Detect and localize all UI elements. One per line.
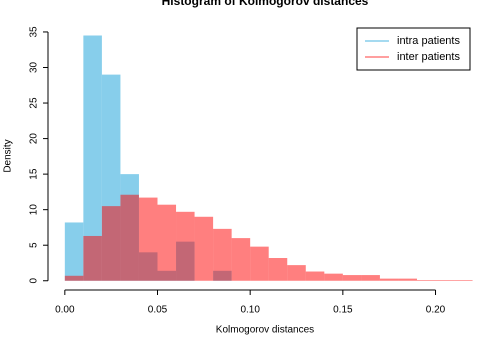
y-tick-label: 0 (29, 278, 40, 284)
bar (83, 235, 102, 281)
x-tick-label: 0.10 (240, 305, 260, 316)
y-tick-label: 35 (29, 26, 40, 38)
bar (101, 206, 121, 281)
bar (416, 280, 436, 281)
bar (324, 273, 343, 281)
x-axis-label: Kolmogorov distances (216, 325, 314, 336)
bar (435, 280, 455, 281)
bar (157, 204, 177, 281)
chart-title: Histogram of Kolmogorov distances (162, 0, 369, 8)
legend-label: inter patients (397, 51, 460, 63)
y-axis-label: Density (3, 139, 14, 172)
bar (287, 265, 306, 281)
bar (379, 278, 399, 281)
legend-label: intra patients (397, 35, 460, 47)
y-tick-label: 30 (29, 61, 40, 73)
bar (342, 275, 362, 281)
bar (120, 194, 139, 281)
bar (194, 216, 214, 281)
bar (64, 275, 84, 281)
bar (83, 35, 102, 281)
y-tick-label: 10 (29, 204, 40, 216)
x-tick-label: 0.00 (55, 305, 75, 316)
y-tick-label: 5 (29, 242, 40, 248)
bar (268, 258, 288, 281)
bar (250, 246, 269, 281)
bar (231, 238, 251, 281)
x-tick-label: 0.20 (426, 305, 446, 316)
y-tick-label: 20 (29, 133, 40, 145)
bar (138, 197, 158, 281)
y-tick-label: 15 (29, 168, 40, 180)
y-tick-label: 25 (29, 97, 40, 109)
legend-box (356, 27, 471, 71)
bar (361, 275, 380, 281)
bar (454, 280, 473, 281)
x-tick-label: 0.05 (148, 305, 168, 316)
bar (398, 278, 417, 281)
bar (305, 271, 325, 281)
x-tick-label: 0.15 (333, 305, 353, 316)
bar (176, 211, 195, 281)
bar (213, 228, 232, 281)
bar (64, 222, 84, 281)
